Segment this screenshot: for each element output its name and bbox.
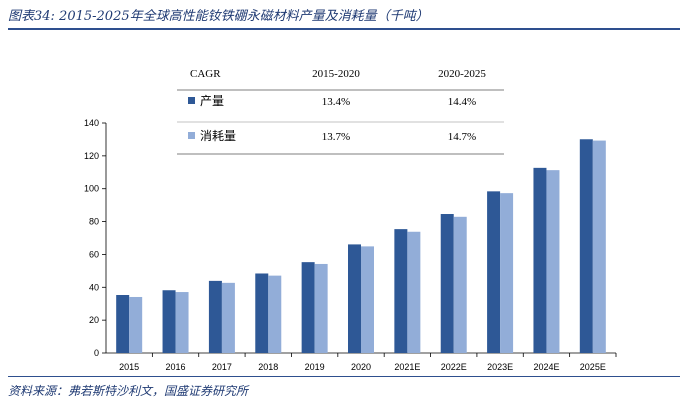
cagr-row-label: 消耗量 xyxy=(200,129,236,143)
y-tick-label: 20 xyxy=(89,315,99,325)
bar-consumption xyxy=(500,193,514,353)
bar-consumption xyxy=(221,282,235,353)
y-tick-label: 100 xyxy=(84,184,99,194)
bar-consumption xyxy=(453,216,467,353)
bar-production xyxy=(116,295,130,353)
bar-consumption xyxy=(268,275,282,353)
figure-title: 图表34: 2015-2025年全球高性能钕铁硼永磁材料产量及消耗量（千吨） xyxy=(8,9,429,24)
cagr-value: 13.4% xyxy=(322,96,350,108)
cagr-value: 13.7% xyxy=(322,131,350,143)
bar-production xyxy=(162,290,176,353)
source-rule xyxy=(8,376,680,377)
x-tick-label: 2023E xyxy=(487,362,513,372)
x-tick-label: 2016 xyxy=(166,362,186,372)
title-rule xyxy=(8,28,680,30)
bar-production xyxy=(533,167,547,353)
bar-production xyxy=(440,214,454,353)
cagr-value: 14.4% xyxy=(448,96,476,108)
bar-production xyxy=(255,273,269,353)
bar-consumption xyxy=(129,296,143,353)
bar-production xyxy=(487,191,501,353)
x-tick-label: 2015 xyxy=(119,362,139,372)
x-tick-label: 2020 xyxy=(351,362,371,372)
bar-production xyxy=(301,262,315,353)
x-tick-label: 2017 xyxy=(212,362,232,372)
cagr-header-period: 2015-2020 xyxy=(312,68,360,80)
y-tick-label: 40 xyxy=(89,282,99,292)
source-note: 资料来源：弗若斯特沙利文，国盛证券研究所 xyxy=(8,384,249,398)
y-tick-label: 80 xyxy=(89,217,99,227)
cagr-table: CAGR 2015-2020 2020-2025 产量 13.4% 14.4% 消耗量 13.… xyxy=(177,68,504,155)
x-tick-label: 2025E xyxy=(580,362,606,372)
cagr-value: 14.7% xyxy=(448,131,476,143)
chart-axes: 0 20 40 60 80 100 120 140 2015 2016 2017 2018 2019 20… xyxy=(84,118,617,372)
legend-swatch-production xyxy=(188,97,195,104)
bar-consumption xyxy=(314,263,328,353)
legend-swatch-consumption xyxy=(188,132,195,139)
bar-consumption xyxy=(407,231,421,353)
cagr-row-label: 产量 xyxy=(200,94,224,108)
y-tick-label: 60 xyxy=(89,249,99,259)
bar-production xyxy=(348,244,361,353)
x-tick-label: 2022E xyxy=(441,362,467,372)
cagr-header-period: 2020-2025 xyxy=(438,68,486,80)
bar-production xyxy=(394,229,408,353)
bar-production xyxy=(208,280,222,353)
bar-consumption xyxy=(361,246,374,353)
bar-consumption xyxy=(175,292,189,353)
y-tick-label: 120 xyxy=(84,151,99,161)
bar-consumption xyxy=(592,140,606,353)
y-tick-label: 140 xyxy=(84,118,99,128)
x-tick-label: 2018 xyxy=(258,362,278,372)
y-tick-label: 0 xyxy=(94,348,99,358)
bar-consumption xyxy=(546,170,560,353)
bar-production xyxy=(579,139,593,353)
cagr-header-label: CAGR xyxy=(190,68,221,80)
x-tick-label: 2019 xyxy=(305,362,325,372)
x-tick-label: 2024E xyxy=(533,362,559,372)
x-tick-label: 2021E xyxy=(394,362,420,372)
chart-bars xyxy=(116,139,606,353)
